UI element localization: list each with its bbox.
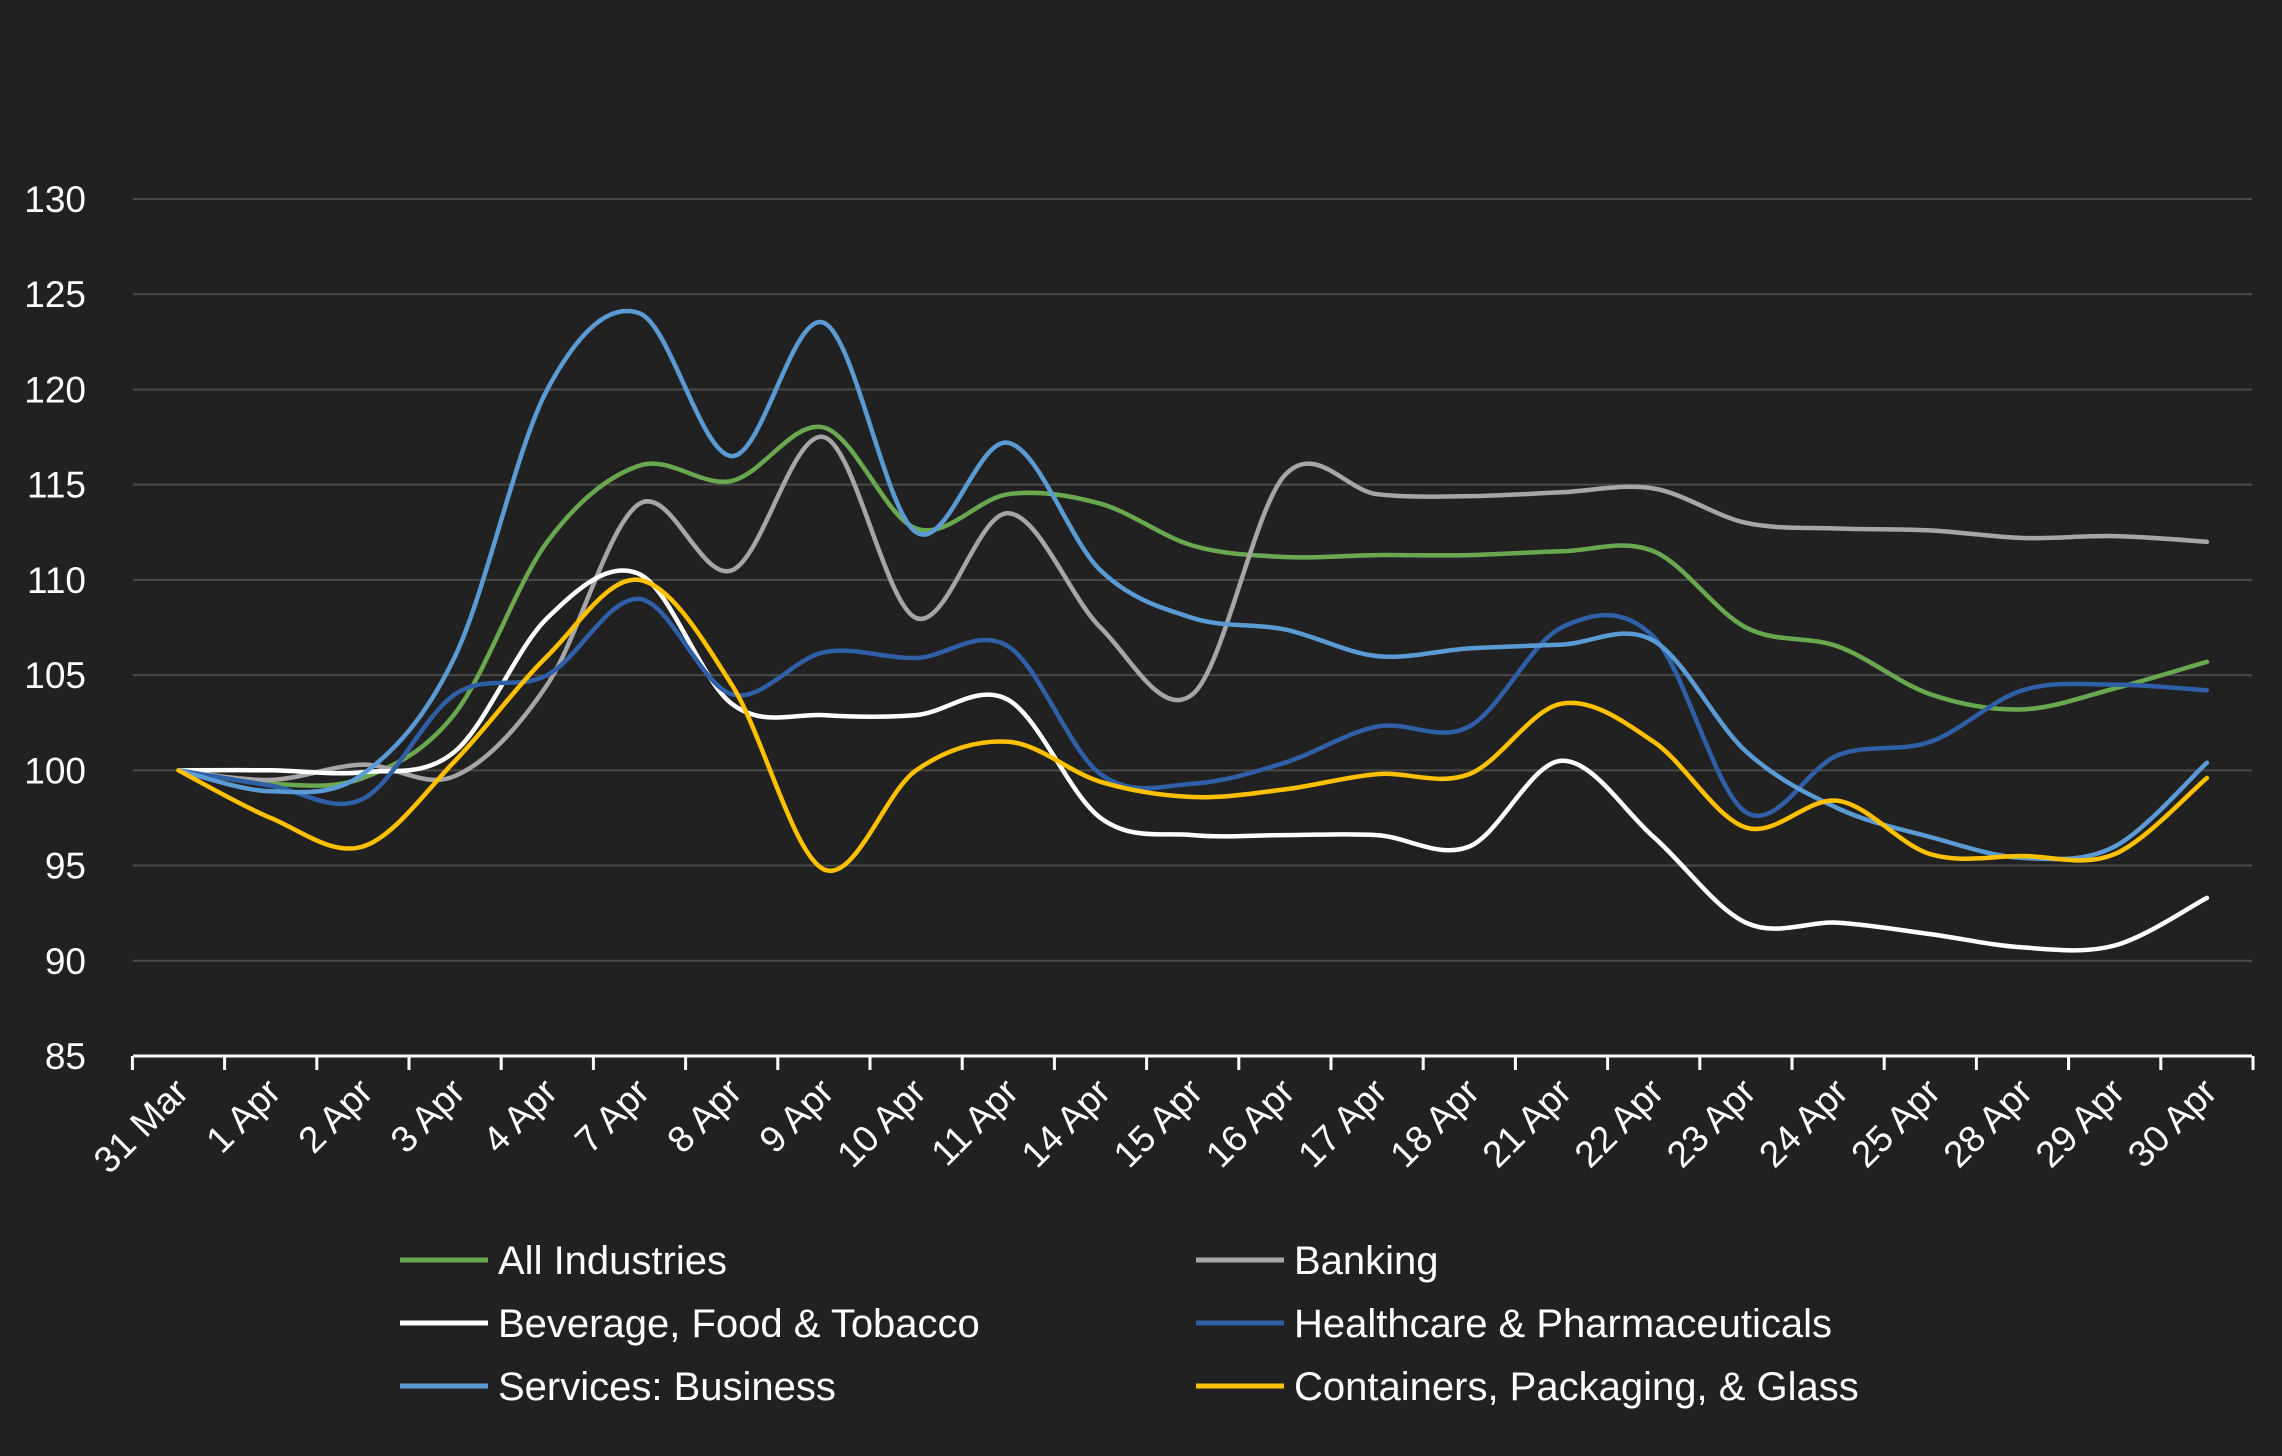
y-tick-label: 90 [45, 941, 86, 982]
y-tick-label: 85 [45, 1036, 86, 1077]
gridlines [133, 198, 2252, 962]
x-tick-label: 11 Apr [923, 1071, 1026, 1174]
y-tick-label: 110 [27, 560, 86, 601]
x-tick-label: 17 Apr [1290, 1071, 1395, 1176]
x-tick-label: 4 Apr [475, 1071, 565, 1161]
x-tick-label: 23 Apr [1659, 1071, 1764, 1176]
x-tick-label: 30 Apr [2120, 1071, 2225, 1176]
series-line-banking [176, 434, 2210, 783]
legend: All Industries Banking Beverage, Food & To… [400, 1239, 1859, 1409]
x-tick-label: 2 Apr [290, 1071, 380, 1161]
series-lines [176, 308, 2210, 953]
legend-label: Beverage, Food & Tobacco [498, 1302, 980, 1346]
x-tick-label: 25 Apr [1843, 1071, 1948, 1176]
series-line-services-business [176, 308, 2210, 862]
x-tick-label: 15 Apr [1106, 1071, 1211, 1176]
x-tick-label: 8 Apr [659, 1071, 749, 1161]
y-axis-ticks: 85 90 95 100 105 110 115 120 125 130 [24, 179, 86, 1077]
legend-label: All Industries [498, 1239, 727, 1283]
x-tick-label: 29 Apr [2028, 1071, 2133, 1176]
x-tick-label: 9 Apr [751, 1071, 841, 1161]
x-tick-label: 28 Apr [1936, 1071, 2041, 1176]
y-tick-label: 120 [24, 369, 86, 410]
legend-label: Services: Business [498, 1365, 836, 1409]
legend-label: Banking [1294, 1239, 1439, 1283]
x-tick-label: 24 Apr [1751, 1071, 1856, 1176]
series-line-all-industries [176, 424, 2210, 788]
y-tick-label: 105 [24, 655, 86, 696]
y-tick-label: 130 [24, 179, 86, 220]
legend-label: Healthcare & Pharmaceuticals [1294, 1302, 1832, 1346]
x-tick-label: 21 Apr [1475, 1071, 1580, 1176]
x-axis: 31 Mar 1 Apr 2 Apr 3 Apr 4 Apr 7 Apr 8 Apr 9 Ap… [86, 1054, 2255, 1181]
x-tick-label: 22 Apr [1567, 1071, 1672, 1176]
x-tick-label: 31 Mar [86, 1071, 196, 1181]
series-line-healthcare-pharmaceuticals [176, 596, 2210, 818]
legend-label: Containers, Packaging, & Glass [1294, 1365, 1859, 1409]
series-line-beverage-food-tobacco [176, 568, 2210, 953]
x-tick-label: 16 Apr [1198, 1071, 1303, 1176]
y-tick-label: 125 [24, 274, 86, 315]
y-tick-label: 95 [45, 846, 86, 887]
y-tick-label: 100 [24, 750, 86, 791]
x-tick-label: 7 Apr [567, 1071, 657, 1161]
x-tick-label: 3 Apr [383, 1071, 473, 1161]
x-tick-label: 18 Apr [1382, 1071, 1487, 1176]
x-tick-label: 1 Apr [198, 1071, 288, 1161]
series-line-containers-packaging-glass [176, 577, 2210, 874]
x-tick-label: 14 Apr [1014, 1071, 1119, 1176]
y-tick-label: 115 [27, 465, 86, 506]
x-tick-label: 10 Apr [829, 1071, 934, 1176]
